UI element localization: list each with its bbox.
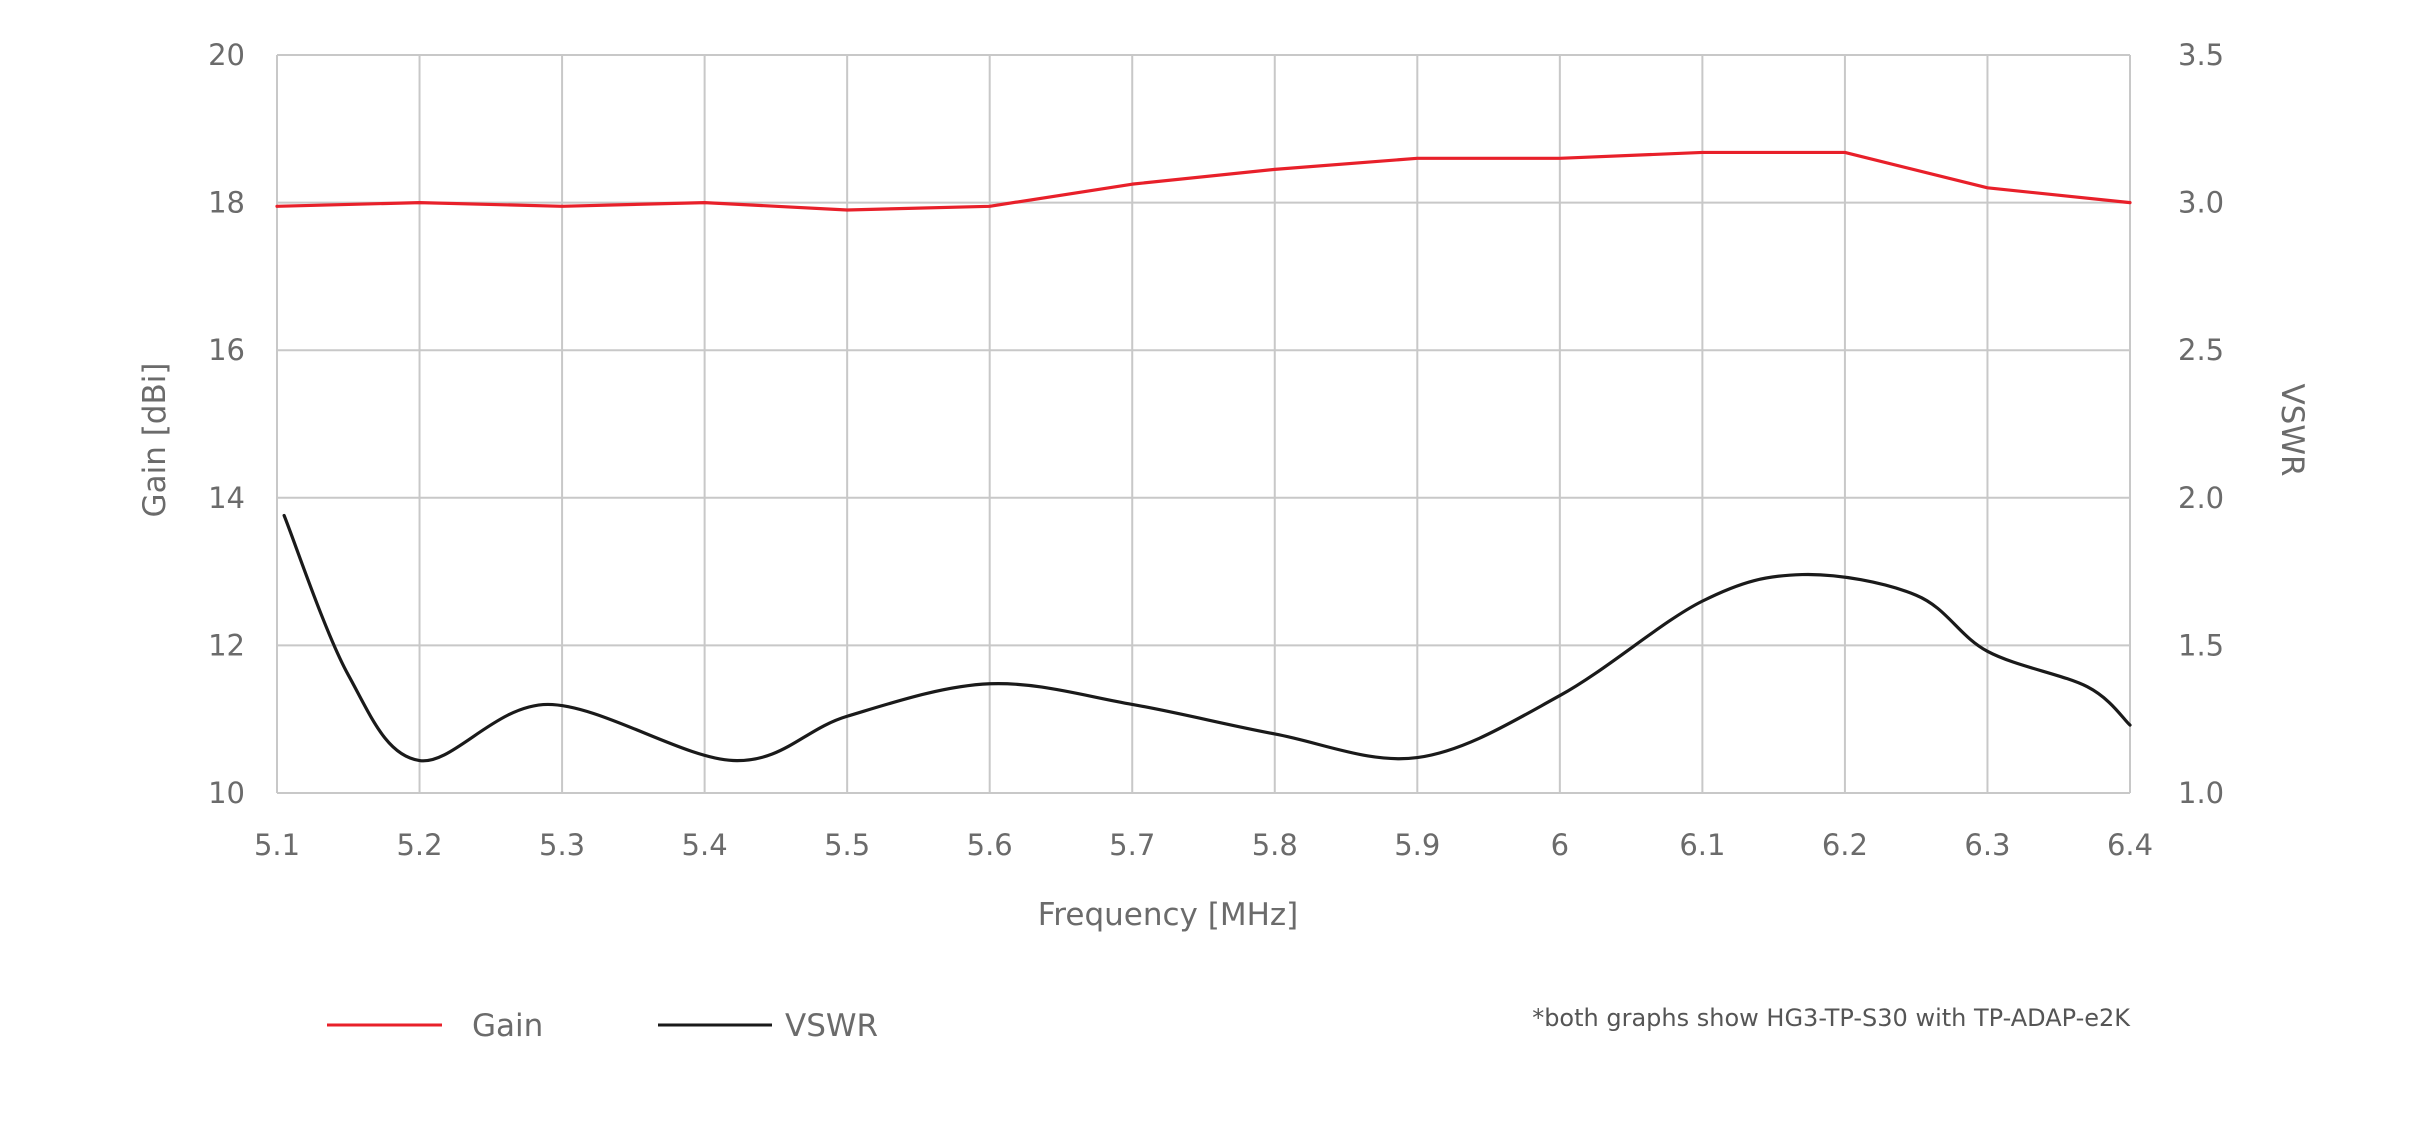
legend-vswr-label: VSWR [785, 1008, 878, 1044]
series-line-gain [275, 150, 2132, 212]
x-tick-label-13: 6.4 [2107, 828, 2153, 862]
y-axis-left-title: Gain [dBi] [137, 363, 173, 518]
x-tick-label-12: 6.3 [1964, 828, 2010, 862]
y-left-tick-label-0: 10 [208, 776, 245, 810]
y-right-tick-label-1: 1.5 [2178, 628, 2224, 662]
y-right-tick-label-5: 3.5 [2178, 38, 2224, 72]
x-tick-label-0: 5.1 [254, 828, 300, 862]
x-tick-label-11: 6.2 [1822, 828, 1868, 862]
series-line-vswr [282, 513, 2132, 763]
tick-labels: 5.1 5.2 5.3 5.4 5.5 5.6 5.7 5.8 5.9 6 6.1 6.2 6.3 6.4… [208, 38, 2224, 862]
x-tick-label-5: 5.6 [967, 828, 1013, 862]
footnote: *both graphs show HG3-TP-S30 with TP-ADA… [1532, 1004, 2131, 1032]
y-right-tick-label-2: 2.0 [2178, 481, 2224, 515]
y-right-tick-label-0: 1.0 [2178, 776, 2224, 810]
y-left-tick-label-2: 14 [208, 481, 245, 515]
x-tick-label-8: 5.9 [1394, 828, 1440, 862]
x-tick-label-4: 5.5 [824, 828, 870, 862]
y-right-tick-label-4: 3.0 [2178, 186, 2224, 220]
y-left-tick-label-5: 20 [208, 38, 245, 72]
grid [276, 54, 2131, 794]
y-left-tick-label-3: 16 [208, 333, 245, 367]
x-tick-label-10: 6.1 [1679, 828, 1725, 862]
y-axis-right-title: VSWR [2274, 383, 2310, 476]
x-tick-label-1: 5.2 [396, 828, 442, 862]
legend-gain-label: Gain [472, 1008, 543, 1044]
legend: Gain VSWR [327, 1008, 878, 1044]
x-axis-title: Frequency [MHz] [1038, 897, 1299, 933]
y-left-tick-label-4: 18 [208, 186, 245, 220]
x-tick-label-7: 5.8 [1252, 828, 1298, 862]
x-tick-label-2: 5.3 [539, 828, 585, 862]
x-tick-label-3: 5.4 [682, 828, 728, 862]
y-right-tick-label-3: 2.5 [2178, 333, 2224, 367]
series-lines [275, 150, 2132, 763]
x-tick-label-6: 5.7 [1109, 828, 1155, 862]
x-tick-label-9: 6 [1551, 828, 1569, 862]
y-left-tick-label-1: 12 [208, 628, 245, 662]
